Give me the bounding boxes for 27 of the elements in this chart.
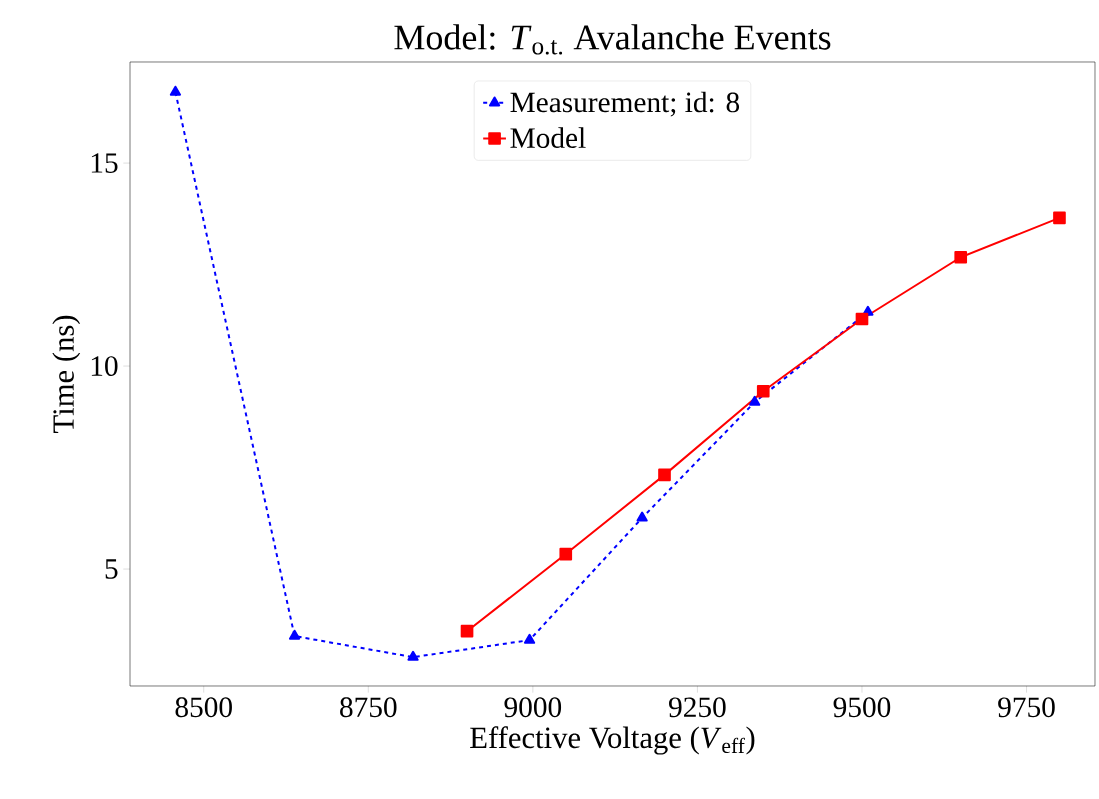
point bbox=[658, 468, 671, 482]
point bbox=[954, 250, 968, 264]
point bbox=[407, 650, 419, 661]
x-tick-label: 9000 bbox=[504, 697, 562, 718]
point bbox=[169, 85, 182, 96]
legend-label: Model bbox=[510, 127, 586, 148]
x-tick-label: 9750 bbox=[998, 697, 1055, 718]
y-axis-title: Time (ns) bbox=[52, 315, 81, 433]
y-tick-label: 5 bbox=[105, 559, 118, 579]
x-tick-label: 9250 bbox=[669, 697, 726, 718]
point bbox=[523, 633, 536, 644]
y-tick-label: 15 bbox=[91, 153, 118, 173]
point bbox=[559, 547, 573, 561]
legend-label: Measurement; id: 8 bbox=[510, 91, 740, 117]
point bbox=[756, 384, 770, 398]
point bbox=[749, 395, 761, 406]
point bbox=[1053, 211, 1066, 225]
chart-title: Model: T$_{o.t.}$ Avalanche Events bbox=[394, 24, 831, 55]
x-axis-title: Effective Voltage (V$_{eff}$) bbox=[470, 726, 755, 755]
x-tick-label: 9500 bbox=[833, 697, 891, 718]
x-tick-label: 8500 bbox=[175, 697, 232, 718]
point bbox=[855, 312, 869, 326]
x-tick-label: 8750 bbox=[340, 697, 397, 718]
point bbox=[636, 511, 648, 522]
point bbox=[288, 629, 301, 640]
y-tick-label: 10 bbox=[91, 356, 118, 376]
point bbox=[460, 624, 474, 638]
